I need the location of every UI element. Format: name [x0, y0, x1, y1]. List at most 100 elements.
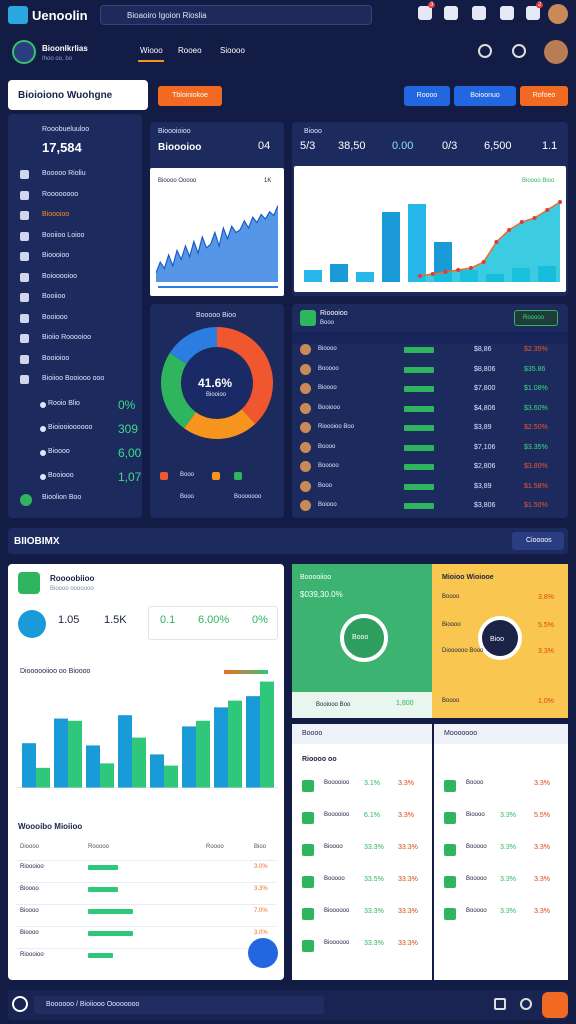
- sidebar-total: 17,584: [42, 140, 82, 155]
- header-icon[interactable]: [472, 6, 486, 20]
- stat: 5/3: [300, 140, 316, 152]
- row-value: 3.3%: [500, 876, 516, 883]
- list-subtitle: Rioooo oo: [302, 756, 337, 763]
- header-icon[interactable]: [444, 6, 458, 20]
- button-label[interactable]: Boioonuo: [470, 92, 500, 99]
- nav-tab[interactable]: Wiooo: [140, 46, 163, 55]
- row-avatar: [300, 500, 311, 511]
- row-icon: [444, 844, 456, 856]
- profile-avatar[interactable]: [544, 40, 568, 64]
- stat: 0/3: [442, 140, 458, 152]
- footer-icon[interactable]: [494, 998, 506, 1010]
- menu-item[interactable]: Bioiio Rooooioo: [42, 334, 92, 341]
- toolbar-button[interactable]: Rofoeo: [520, 86, 568, 106]
- row-bar: [404, 425, 434, 431]
- nav-tab[interactable]: Sioooo: [220, 46, 245, 55]
- avatar[interactable]: [548, 4, 568, 24]
- bar: [22, 743, 36, 788]
- header-icon[interactable]: [500, 6, 514, 20]
- row-value: 3.3%: [500, 908, 516, 915]
- sidebar-heading: Rooobueluuloo: [42, 126, 90, 133]
- menu-item[interactable]: Booiioo: [42, 293, 66, 300]
- table-button[interactable]: Rooooo: [514, 310, 558, 326]
- toolbar-button[interactable]: Boioonuo: [454, 86, 516, 106]
- search-placeholder: Bioaoiro Igoion Rioslia: [127, 11, 207, 20]
- legend: Bioooo Bioo: [522, 178, 555, 184]
- badge: 2: [536, 2, 544, 8]
- footer-logo: [12, 996, 28, 1012]
- sidebar: Rooobueluuloo 17,584 Booooo Rioliu Rooooooo…: [8, 114, 142, 518]
- legend-label: Booo: [180, 494, 195, 500]
- row-avatar: [300, 422, 311, 433]
- table-title: Woooibo Mioiioo: [18, 822, 83, 831]
- menu-item[interactable]: Booiioo Loioo: [42, 231, 85, 239]
- footer-search[interactable]: Boooooo / Bioiiooo Oooooooo: [34, 996, 324, 1014]
- button-label[interactable]: Tbloiniokoe: [172, 92, 208, 99]
- panel-stat: 1.05: [58, 614, 80, 626]
- header-icon[interactable]: [418, 6, 432, 20]
- ring-label: Booo: [352, 634, 369, 641]
- menu-item[interactable]: Boiooooioo: [42, 272, 78, 280]
- menu-item[interactable]: Roooooooo: [42, 190, 79, 198]
- row-avatar: [300, 344, 311, 355]
- row-bar: [88, 887, 118, 892]
- badge: 3: [428, 2, 436, 8]
- menu-item[interactable]: Booioioo: [42, 354, 70, 362]
- row-bar: [404, 483, 434, 490]
- toolbar-button[interactable]: Roooo: [404, 86, 450, 106]
- point: [558, 200, 562, 204]
- header-icon[interactable]: [526, 6, 540, 20]
- ring-label: Bioo: [490, 636, 505, 643]
- button-label[interactable]: Cioooos: [526, 537, 552, 544]
- nav-tab[interactable]: Rooeo: [178, 46, 202, 55]
- button-label[interactable]: Roooo: [416, 92, 438, 99]
- section-button[interactable]: Cioooos: [512, 532, 564, 550]
- row-change: $1.08%: [524, 385, 548, 392]
- row-icon: [302, 876, 314, 888]
- nav-icon[interactable]: [478, 44, 492, 58]
- row-value: 33.3%: [364, 940, 384, 947]
- row-name: Booooo: [466, 844, 487, 850]
- menu-item[interactable]: Bioiioo Booiooo ooo: [42, 375, 105, 382]
- donut-sub: Biooioo: [206, 392, 227, 398]
- search-box[interactable]: Bioaoiro Igoion Rioslia: [100, 5, 372, 25]
- row-name: Bioooo: [466, 812, 485, 818]
- row-change: 5.5%: [534, 812, 550, 819]
- donut-card: Booooo Bioo 41.6% Biooioo Booo Booo Booooooo: [150, 304, 284, 518]
- row-avatar: [300, 383, 311, 394]
- row-icon: [302, 844, 314, 856]
- panel-stat: 0.1: [160, 614, 176, 626]
- menu-item[interactable]: Booiooo: [42, 313, 68, 321]
- toolbar-button[interactable]: Tbloiniokoe: [158, 86, 222, 106]
- line: [419, 201, 561, 277]
- menu-item[interactable]: Booooo Rioliu: [42, 170, 86, 177]
- row-name: Booo: [318, 482, 333, 489]
- logo-icon: [8, 6, 28, 24]
- footer-icon[interactable]: [520, 998, 532, 1010]
- row-value: $7,800: [474, 385, 496, 392]
- column-header: Dioooo: [20, 844, 40, 850]
- row-change: 3.3%: [534, 876, 550, 883]
- button-label[interactable]: Rofoeo: [532, 92, 556, 99]
- row-name: Rioooioo Boo: [318, 424, 355, 430]
- area-fill: [156, 205, 278, 282]
- button-label[interactable]: Rooooo: [523, 315, 545, 321]
- row-value: 7.0%: [254, 908, 268, 914]
- fab[interactable]: [248, 938, 278, 968]
- donut-slice: [217, 327, 273, 424]
- bar: [36, 767, 50, 788]
- menu-item[interactable]: Bioooioo: [42, 252, 70, 259]
- menu-icon: [20, 313, 29, 323]
- nav-icon[interactable]: [512, 44, 526, 58]
- footer-action[interactable]: [542, 992, 568, 1018]
- row-icon: [444, 812, 456, 824]
- row-change: 33.3%: [398, 908, 418, 915]
- bar: [228, 700, 242, 788]
- card-value: $039,30.0%: [300, 590, 343, 599]
- menu-item[interactable]: Bioooioo: [42, 211, 70, 218]
- sidebar-footer: Bioolion Boo: [42, 494, 82, 501]
- point: [418, 274, 422, 278]
- row-value: 1.0%: [538, 698, 554, 705]
- area-card: Bioooioioo Bioooioo 04 Bioooo Ooooo 1K: [150, 122, 284, 296]
